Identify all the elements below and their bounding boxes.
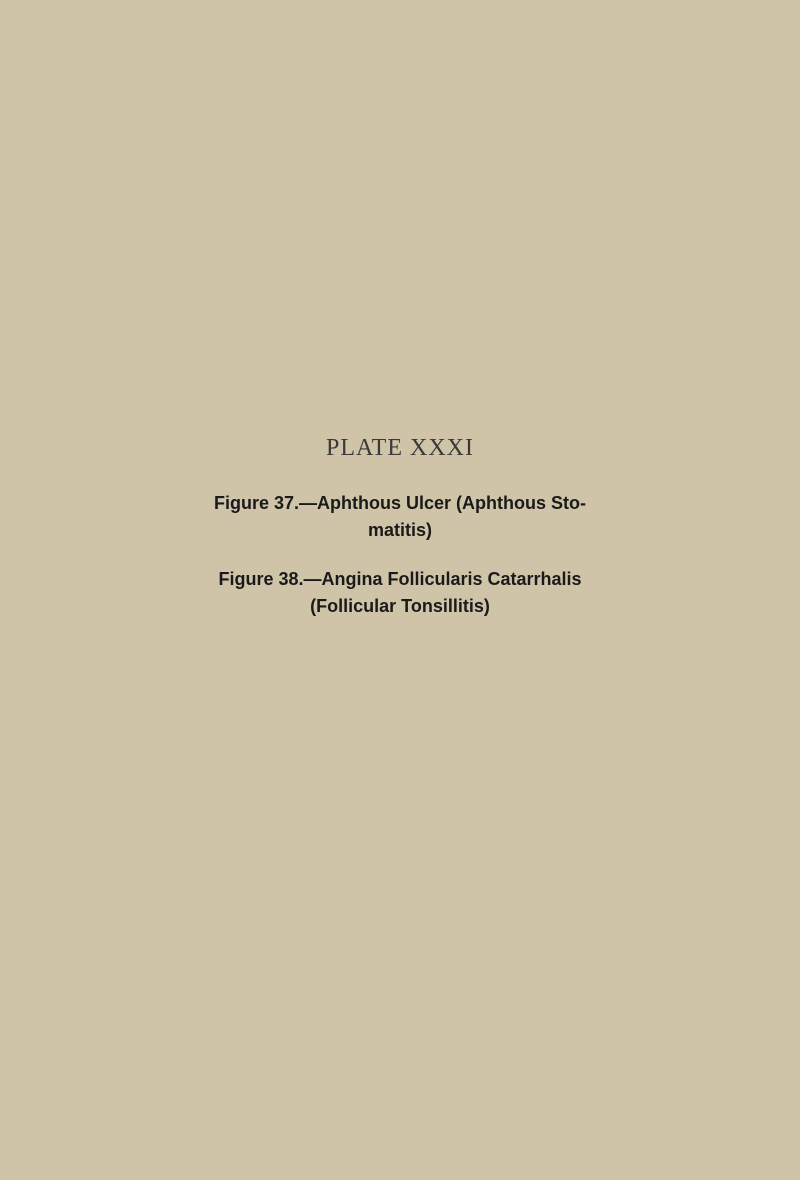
figure-38-line2: (Follicular Tonsillitis) xyxy=(0,593,800,620)
figure-37-line2: matitis) xyxy=(0,517,800,544)
figure-block-37: Figure 37.—Aphthous Ulcer (Aphthous Sto-… xyxy=(0,490,800,544)
figure-38-line1: Figure 38.—Angina Follicularis Catarrhal… xyxy=(0,566,800,593)
page-content: PLATE XXXI Figure 37.—Aphthous Ulcer (Ap… xyxy=(0,435,800,642)
figure-block-38: Figure 38.—Angina Follicularis Catarrhal… xyxy=(0,566,800,620)
plate-title: PLATE XXXI xyxy=(0,435,800,462)
figure-37-line1: Figure 37.—Aphthous Ulcer (Aphthous Sto- xyxy=(0,490,800,517)
